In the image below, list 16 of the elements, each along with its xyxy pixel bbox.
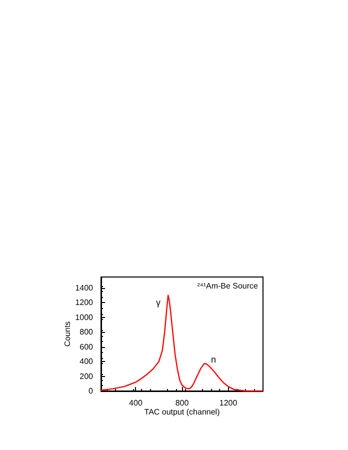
y-tick-label: 200: [80, 372, 94, 381]
y-tick-label: 1200: [75, 298, 94, 308]
y-tick-label: 400: [80, 357, 94, 366]
x-axis-title: TAC output (channel): [144, 407, 220, 416]
x-tick-label: 800: [175, 398, 190, 408]
y-axis-title: Counts: [62, 321, 72, 347]
y-tick-label: 0: [88, 386, 94, 396]
x-tick-label: 400: [129, 398, 143, 408]
x-tick-label: 1200: [219, 398, 238, 408]
y-tick-label: 1000: [75, 312, 94, 322]
annotation: γ: [156, 298, 161, 308]
annotation: n: [211, 354, 216, 364]
y-tick-label: 600: [80, 342, 94, 352]
y-tick-label: 1400: [75, 284, 94, 293]
y-tick-label: 800: [80, 328, 94, 337]
annotation: ²⁴¹Am-Be Source: [197, 282, 259, 290]
